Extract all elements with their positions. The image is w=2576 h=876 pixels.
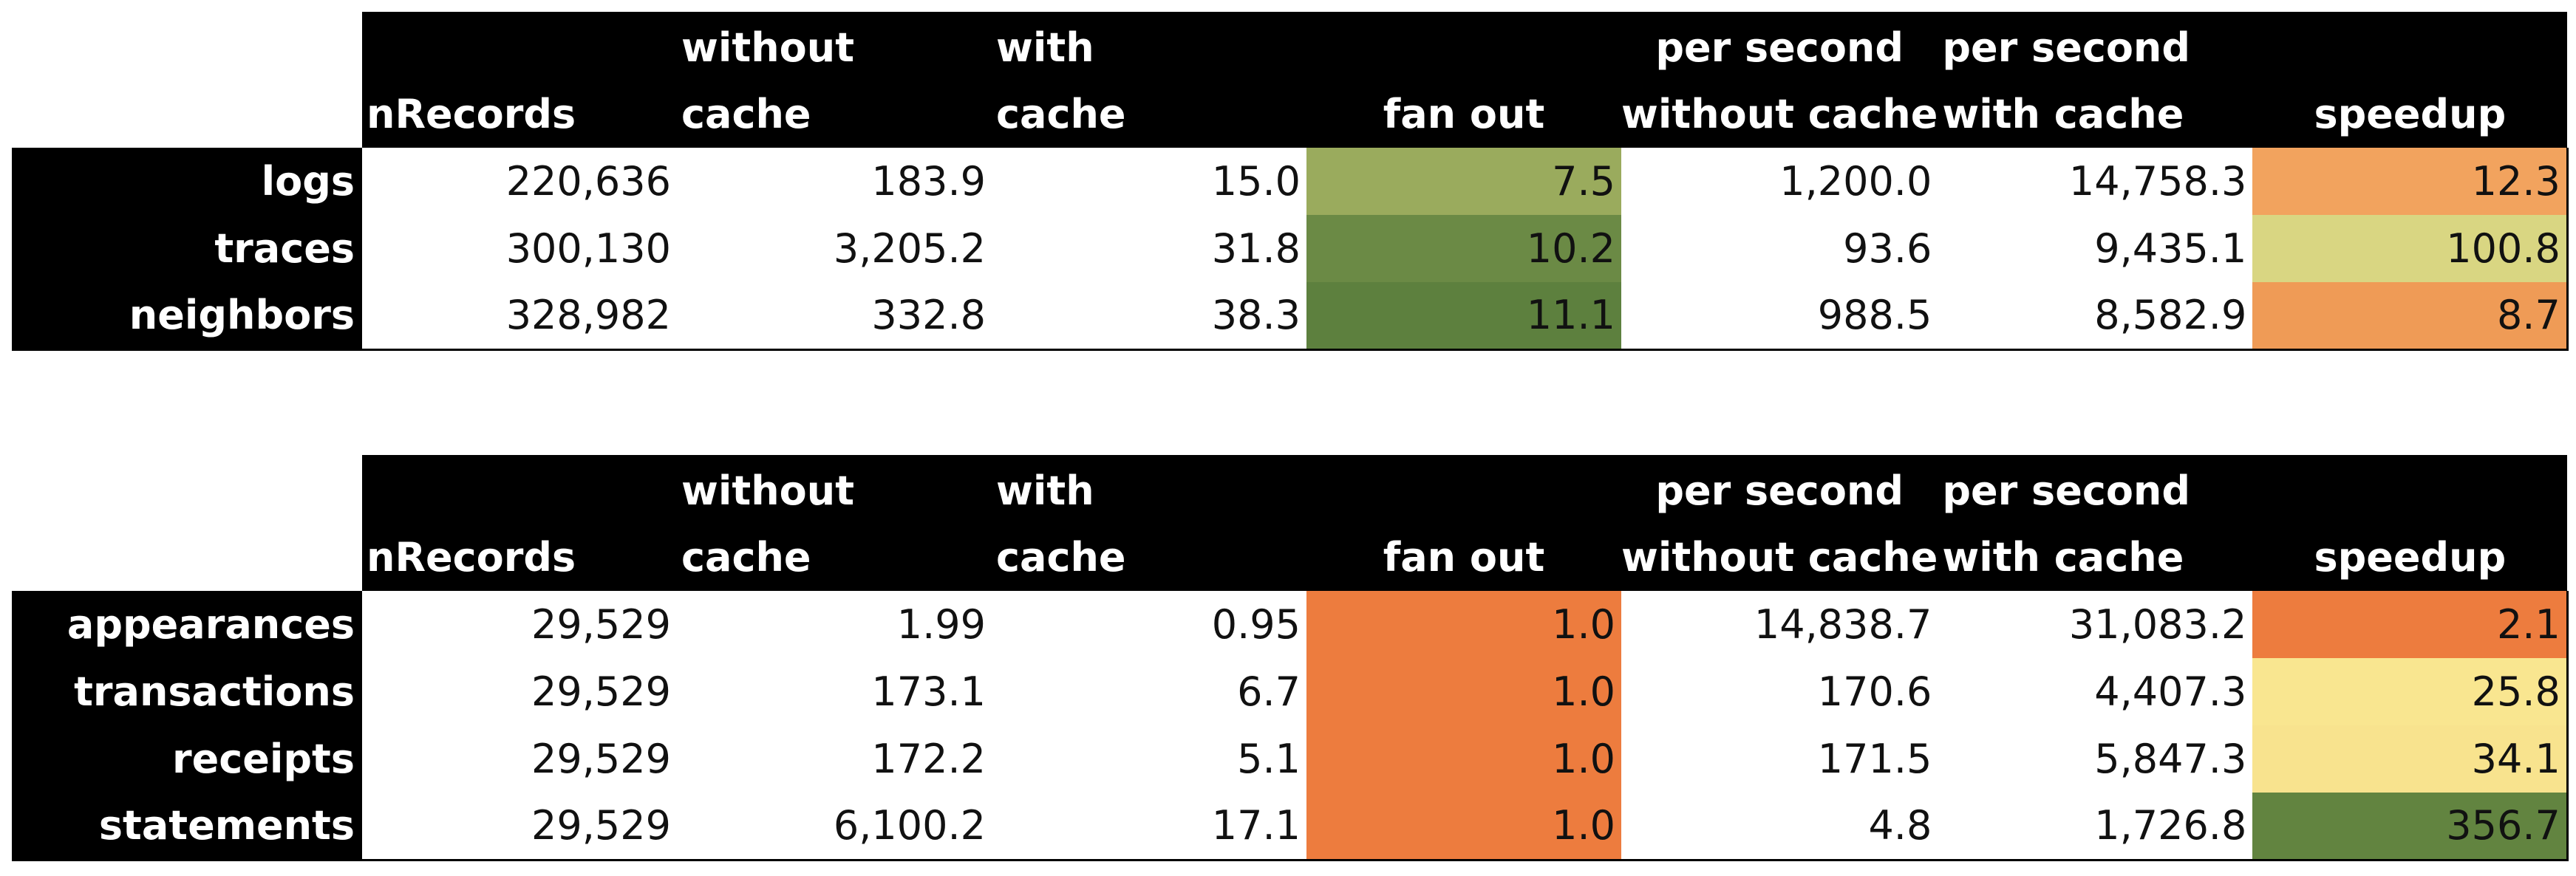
cell-per-second-without-cache: 93.6 <box>1843 225 1932 272</box>
header-nrecords: nRecords <box>362 12 677 148</box>
row-label: appearances <box>12 591 362 658</box>
cell-with-cache: 5.1 <box>1237 736 1301 782</box>
cell-speedup: 8.7 <box>2252 282 2569 349</box>
cell-fan-out: 1.0 <box>1306 591 1621 658</box>
cell-nrecords: 29,529 <box>531 601 671 648</box>
header-per-second-with-cache: per second with cache <box>1938 455 2253 591</box>
benchmark-table-1: nRecords without cache with cache fan out … <box>12 12 2569 351</box>
cell-fan-out: 10.2 <box>1306 215 1621 282</box>
cell-with-cache: 15.0 <box>1211 158 1301 205</box>
row-label: statements <box>12 793 362 860</box>
cell-per-second-without-cache: 1,200.0 <box>1779 158 1932 205</box>
header-corner <box>12 12 362 148</box>
cell-nrecords: 29,529 <box>531 668 671 715</box>
header-fan-out: fan out <box>1306 12 1621 148</box>
cell-without-cache: 173.1 <box>871 668 986 715</box>
table-row-transactions: transactions 29,529 173.1 6.7 1.0 170.6 … <box>12 658 2569 725</box>
header-speedup: speedup <box>2252 12 2568 148</box>
cell-without-cache: 183.9 <box>871 158 986 205</box>
cell-per-second-without-cache: 14,838.7 <box>1754 601 1932 648</box>
cell-per-second-without-cache: 170.6 <box>1817 668 1932 715</box>
header-per-second-without-cache: per second without cache <box>1621 12 1938 148</box>
cell-without-cache: 6,100.2 <box>833 802 986 849</box>
cell-nrecords: 220,636 <box>505 158 671 205</box>
cell-without-cache: 332.8 <box>871 292 986 339</box>
row-label: logs <box>12 148 362 215</box>
header-fan-out: fan out <box>1306 455 1621 591</box>
header-corner <box>12 455 362 591</box>
cell-without-cache: 1.99 <box>896 601 986 648</box>
cell-nrecords: 29,529 <box>531 736 671 782</box>
cell-speedup: 100.8 <box>2252 215 2569 282</box>
table-row-statements: statements 29,529 6,100.2 17.1 1.0 4.8 1… <box>12 793 2569 860</box>
cell-fan-out: 7.5 <box>1306 148 1621 215</box>
header-nrecords: nRecords <box>362 455 677 591</box>
row-label: traces <box>12 215 362 282</box>
table-row-appearances: appearances 29,529 1.99 0.95 1.0 14,838.… <box>12 591 2569 658</box>
header-with-cache: with cache <box>992 12 1306 148</box>
header-row: nRecords without cache with cache fan out … <box>12 12 2568 148</box>
cell-nrecords: 29,529 <box>531 802 671 849</box>
cell-per-second-without-cache: 4.8 <box>1868 802 1932 849</box>
cell-speedup: 34.1 <box>2252 725 2569 793</box>
cell-with-cache: 17.1 <box>1211 802 1301 849</box>
cell-per-second-without-cache: 171.5 <box>1817 736 1932 782</box>
cell-per-second-with-cache: 4,407.3 <box>2094 668 2247 715</box>
cell-fan-out: 1.0 <box>1306 658 1621 725</box>
cell-per-second-with-cache: 1,726.8 <box>2094 802 2247 849</box>
header-speedup: speedup <box>2252 455 2568 591</box>
cell-speedup: 356.7 <box>2252 793 2569 860</box>
header-without-cache: without cache <box>677 455 992 591</box>
cell-per-second-with-cache: 5,847.3 <box>2094 736 2247 782</box>
table-row-traces: traces 300,130 3,205.2 31.8 10.2 93.6 9,… <box>12 215 2569 282</box>
table-row-logs: logs 220,636 183.9 15.0 7.5 1,200.0 14,7… <box>12 148 2569 215</box>
cell-without-cache: 172.2 <box>871 736 986 782</box>
header-with-cache: with cache <box>992 455 1306 591</box>
cell-with-cache: 0.95 <box>1211 601 1301 648</box>
row-label: transactions <box>12 658 362 725</box>
table-row-neighbors: neighbors 328,982 332.8 38.3 11.1 988.5 … <box>12 282 2569 349</box>
cell-without-cache: 3,205.2 <box>833 225 986 272</box>
cell-per-second-with-cache: 31,083.2 <box>2068 601 2247 648</box>
cell-nrecords: 300,130 <box>505 225 671 272</box>
cell-per-second-with-cache: 14,758.3 <box>2068 158 2247 205</box>
header-per-second-without-cache: per second without cache <box>1621 455 1938 591</box>
cell-with-cache: 31.8 <box>1211 225 1301 272</box>
header-row: nRecords without cache with cache fan out … <box>12 455 2568 591</box>
cell-fan-out: 1.0 <box>1306 725 1621 793</box>
cell-fan-out: 11.1 <box>1306 282 1621 349</box>
header-without-cache: without cache <box>677 12 992 148</box>
cell-nrecords: 328,982 <box>505 292 671 339</box>
cell-per-second-with-cache: 9,435.1 <box>2094 225 2247 272</box>
cell-speedup: 25.8 <box>2252 658 2569 725</box>
cell-with-cache: 38.3 <box>1211 292 1301 339</box>
cell-speedup: 12.3 <box>2252 148 2569 215</box>
benchmark-table-2: nRecords without cache with cache fan out … <box>12 455 2569 861</box>
row-label: receipts <box>12 725 362 793</box>
cell-fan-out: 1.0 <box>1306 793 1621 860</box>
row-label: neighbors <box>12 282 362 349</box>
cell-per-second-with-cache: 8,582.9 <box>2094 292 2247 339</box>
cell-per-second-without-cache: 988.5 <box>1817 292 1932 339</box>
header-per-second-with-cache: per second with cache <box>1938 12 2253 148</box>
cell-speedup: 2.1 <box>2252 591 2569 658</box>
cell-with-cache: 6.7 <box>1237 668 1301 715</box>
table-row-receipts: receipts 29,529 172.2 5.1 1.0 171.5 5,84… <box>12 725 2569 793</box>
